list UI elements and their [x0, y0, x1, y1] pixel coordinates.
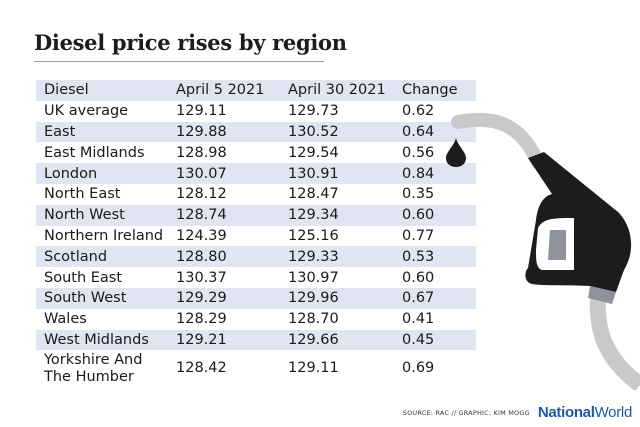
april-5-price-cell: 124.39 — [176, 227, 227, 244]
table-row: Scotland 128.80 129.33 0.53 — [36, 246, 476, 268]
change-cell: 0.56 — [402, 144, 435, 161]
region-cell: Scotland — [36, 246, 168, 268]
change-cell: 0.35 — [402, 186, 435, 203]
change-cell: 0.41 — [402, 311, 435, 328]
region-cell: London — [36, 163, 168, 184]
region-cell: East Midlands — [44, 144, 145, 161]
table-row: East Midlands 128.98 129.54 0.56 — [36, 142, 476, 163]
april-30-price-cell: 130.52 — [280, 121, 394, 143]
column-header-region: Diesel — [36, 80, 168, 101]
region-cell: North West — [36, 204, 168, 226]
table-row: South West 129.29 129.96 0.67 — [36, 287, 476, 309]
source-credit: SOURCE: RAC // GRAPHIC: KIM MOGG — [402, 408, 530, 417]
april-30-price-cell: 129.96 — [280, 287, 394, 309]
table-row: East 129.88 130.52 0.64 — [36, 121, 476, 143]
region-cell: North East — [44, 186, 121, 203]
april-5-price-cell: 128.80 — [168, 246, 280, 268]
region-cell: Northern Ireland — [44, 227, 164, 244]
column-header-change: Change — [394, 80, 476, 101]
column-header-april-5: April 5 2021 — [168, 80, 280, 101]
change-cell: 0.84 — [394, 163, 476, 184]
footer: SOURCE: RAC // GRAPHIC: KIM MOGG Nationa… — [402, 404, 633, 421]
change-cell: 0.45 — [394, 329, 476, 351]
april-5-price-cell: 128.98 — [176, 144, 227, 161]
table-row: South East 130.37 130.97 0.60 — [36, 267, 476, 288]
change-cell: 0.60 — [394, 204, 476, 226]
april-30-price-cell: 129.54 — [288, 144, 339, 161]
region-cell: West Midlands — [36, 329, 168, 351]
change-cell: 0.69 — [402, 360, 435, 377]
april-5-price-cell: 130.07 — [168, 163, 280, 184]
april-30-price-cell: 129.34 — [280, 204, 394, 226]
change-cell: 0.60 — [402, 269, 435, 286]
april-30-price-cell: 128.70 — [288, 311, 339, 328]
title-divider — [34, 61, 324, 62]
price-table: Diesel April 5 2021 April 30 2021 Change… — [36, 80, 476, 386]
april-30-price-cell: 128.47 — [288, 186, 339, 203]
april-5-price-cell: 129.88 — [168, 121, 280, 143]
region-cell: Wales — [44, 311, 87, 328]
april-5-price-cell: 130.37 — [176, 269, 227, 286]
region-cell: East — [36, 121, 168, 143]
table-row: North West 128.74 129.34 0.60 — [36, 204, 476, 226]
change-cell: 0.53 — [394, 246, 476, 268]
change-cell: 0.62 — [402, 103, 435, 120]
table-row: Wales 128.29 128.70 0.41 — [36, 309, 476, 330]
april-5-price-cell: 128.74 — [168, 204, 280, 226]
region-cell: Yorkshire And The Humber — [44, 352, 143, 386]
april-5-price-cell: 129.21 — [168, 329, 280, 351]
region-cell: South East — [44, 269, 123, 286]
fuel-nozzle-icon — [451, 112, 640, 390]
fuel-drop-icon — [446, 138, 466, 167]
table-header-row: Diesel April 5 2021 April 30 2021 Change — [36, 80, 476, 101]
april-5-price-cell: 128.29 — [176, 311, 227, 328]
table-row: North East 128.12 128.47 0.35 — [36, 184, 476, 205]
change-cell: 0.77 — [402, 227, 435, 244]
table-row: London 130.07 130.91 0.84 — [36, 163, 476, 184]
table-row: Northern Ireland 124.39 125.16 0.77 — [36, 226, 476, 247]
april-30-price-cell: 130.91 — [280, 163, 394, 184]
change-cell: 0.67 — [394, 287, 476, 309]
april-30-price-cell: 129.73 — [288, 103, 339, 120]
april-5-price-cell: 129.11 — [176, 103, 227, 120]
april-30-price-cell: 125.16 — [288, 227, 339, 244]
april-5-price-cell: 128.42 — [176, 360, 227, 377]
april-30-price-cell: 129.33 — [280, 246, 394, 268]
logo-text-national: National — [537, 404, 595, 421]
table-row: UK average 129.11 129.73 0.62 — [36, 101, 476, 122]
column-header-april-30: April 30 2021 — [280, 80, 394, 101]
region-cell: South West — [36, 287, 168, 309]
april-30-price-cell: 129.66 — [280, 329, 394, 351]
table-row: West Midlands 129.21 129.66 0.45 — [36, 329, 476, 351]
chart-title: Diesel price rises by region — [34, 30, 347, 55]
region-cell: UK average — [44, 103, 129, 120]
april-30-price-cell: 130.97 — [288, 269, 339, 286]
april-5-price-cell: 129.29 — [168, 287, 280, 309]
logo-text-world: World — [594, 404, 633, 421]
april-30-price-cell: 129.11 — [288, 360, 339, 377]
nationalworld-logo: NationalWorld — [538, 404, 632, 421]
april-5-price-cell: 128.12 — [176, 186, 227, 203]
table-row: Yorkshire And The Humber 128.42 129.11 0.69 — [36, 350, 476, 386]
